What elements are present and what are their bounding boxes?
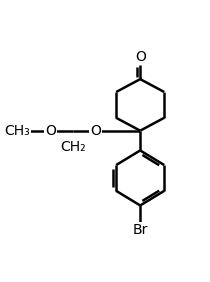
- Text: Br: Br: [133, 224, 148, 237]
- Text: O: O: [45, 124, 56, 138]
- Text: O: O: [90, 124, 101, 138]
- Text: CH₃: CH₃: [4, 124, 30, 138]
- Text: O: O: [135, 50, 146, 64]
- Text: CH₂: CH₂: [60, 140, 86, 154]
